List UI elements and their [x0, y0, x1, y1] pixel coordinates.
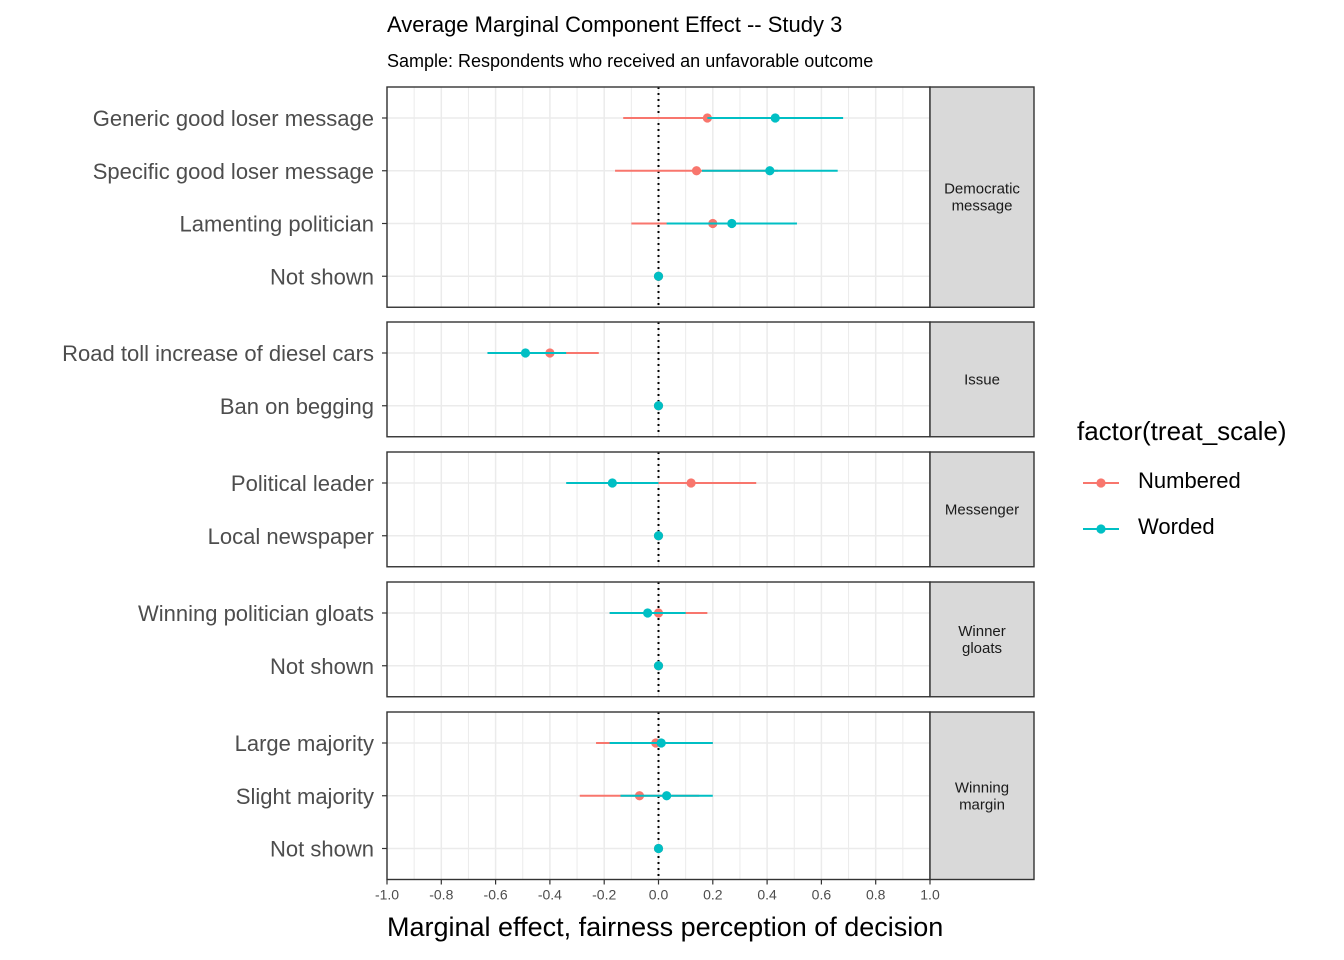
- y-tick-label: Lamenting politician: [180, 212, 374, 237]
- x-tick-label: -0.8: [429, 887, 453, 903]
- x-tick-label: -0.6: [484, 887, 508, 903]
- y-tick-label: Not shown: [270, 837, 374, 862]
- y-tick-label: Slight majority: [236, 784, 374, 809]
- y-tick-label: Not shown: [270, 654, 374, 679]
- point-worded: [653, 661, 664, 671]
- y-tick-label: Political leader: [231, 471, 374, 496]
- legend-item-numbered: Numbered: [1077, 463, 1287, 509]
- point-worded: [520, 348, 531, 358]
- x-axis-label: Marginal effect, fairness perception of …: [387, 912, 944, 942]
- facet-strip: [929, 711, 1035, 881]
- point-worded: [607, 478, 617, 488]
- point-numbered: [691, 166, 702, 176]
- facet-strip-label: Democratic: [944, 181, 1020, 198]
- point-worded: [765, 166, 775, 176]
- legend-label-numbered: Numbered: [1138, 468, 1241, 493]
- facet-strip-label: gloats: [962, 640, 1002, 657]
- x-tick-label: -1.0: [375, 887, 399, 903]
- y-tick-label: Specific good loser message: [93, 159, 374, 184]
- y-tick-label: Ban on begging: [220, 394, 374, 419]
- facet-strip: [929, 581, 1035, 698]
- y-tick-label: Local newspaper: [208, 524, 374, 549]
- x-tick-label: 0.4: [757, 887, 777, 903]
- facet-strip-label: Messenger: [945, 501, 1019, 518]
- legend-item-worded: Worded: [1077, 509, 1287, 555]
- y-tick-label: Winning politician gloats: [138, 601, 374, 626]
- point-worded: [653, 531, 664, 541]
- x-tick-label: 1.0: [920, 887, 940, 903]
- facet-strip: [929, 451, 1035, 568]
- legend-key-dot: [1096, 524, 1106, 534]
- legend-key-dot: [1096, 478, 1106, 488]
- point-worded: [656, 738, 666, 748]
- point-worded: [653, 271, 664, 281]
- point-worded: [662, 791, 672, 801]
- point-worded: [727, 218, 737, 229]
- x-tick-label: 0.0: [649, 887, 669, 903]
- facet-strip: [929, 321, 1035, 438]
- chart-subtitle: Sample: Respondents who received an unfa…: [387, 51, 874, 71]
- legend: factor(treat_scale) Numbered Worded: [1077, 416, 1287, 555]
- point-worded: [770, 113, 780, 123]
- facet-strip-label: Winning: [955, 779, 1009, 796]
- point-worded: [643, 608, 653, 618]
- facet-strip-label: message: [952, 198, 1013, 215]
- x-tick-label: 0.8: [866, 887, 886, 903]
- facet-strip: [929, 86, 1035, 308]
- facet-strip-label: Issue: [964, 371, 1000, 388]
- y-tick-label: Road toll increase of diesel cars: [62, 341, 374, 366]
- x-tick-label: 0.2: [703, 887, 723, 903]
- point-worded: [653, 401, 664, 411]
- facet-strip-label: margin: [959, 796, 1005, 813]
- x-tick-label: 0.6: [812, 887, 832, 903]
- legend-label-worded: Worded: [1138, 514, 1215, 539]
- y-tick-label: Large majority: [235, 731, 374, 756]
- y-tick-label: Generic good loser message: [93, 106, 374, 131]
- x-tick-label: -0.4: [538, 887, 562, 903]
- y-tick-label: Not shown: [270, 264, 374, 289]
- chart-title: Average Marginal Component Effect -- Stu…: [387, 12, 843, 37]
- legend-key-worded: [1083, 524, 1119, 534]
- legend-key-numbered: [1083, 478, 1119, 488]
- point-numbered: [686, 478, 696, 488]
- legend-title: factor(treat_scale): [1077, 416, 1287, 446]
- x-tick-label: -0.2: [592, 887, 616, 903]
- point-worded: [653, 843, 664, 854]
- facet-strip-label: Winner: [958, 623, 1006, 640]
